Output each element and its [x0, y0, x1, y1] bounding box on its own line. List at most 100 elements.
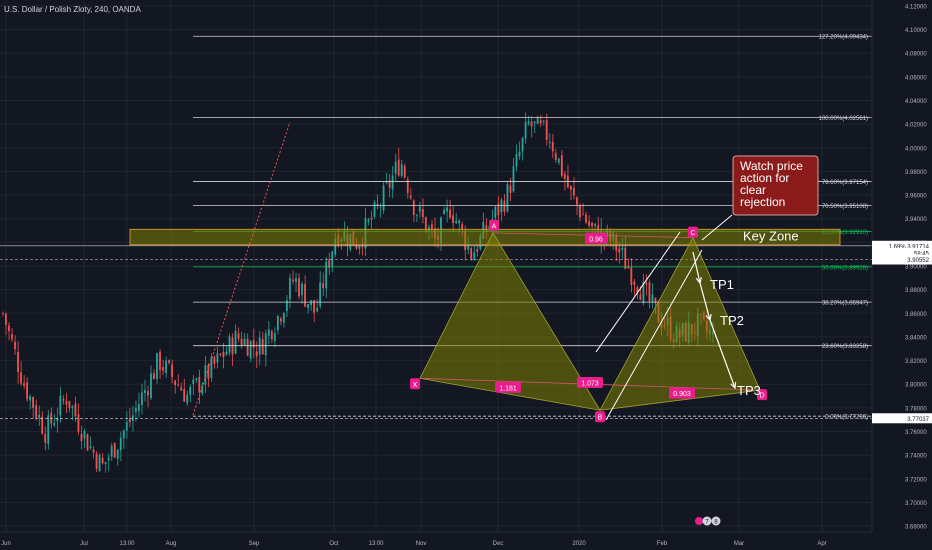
candle-body [153, 373, 155, 380]
candle-body [56, 417, 59, 422]
candle-body [358, 246, 361, 249]
callout-text-line: clear [740, 183, 766, 197]
candle-body [385, 181, 388, 183]
price-tick-label: 4.12000 [905, 4, 927, 10]
key-zone-box [129, 228, 841, 246]
time-tick-label: Aug [166, 541, 177, 547]
candle-body [38, 414, 41, 419]
candle-body [409, 195, 412, 198]
pattern-triangle-bcd [599, 236, 761, 411]
candle-body [83, 431, 86, 439]
fib-level-label: 38.20%(3.86947) [822, 301, 868, 307]
event-icon-pink [695, 517, 703, 525]
candle-body [289, 277, 291, 300]
candle-body [282, 313, 285, 323]
candle-body [518, 151, 521, 157]
channel-lower-line [605, 249, 703, 421]
candle-body [443, 209, 445, 215]
candle-body [174, 380, 177, 385]
fib-level-label: 127.20%(4.09434) [819, 35, 868, 41]
candle-body [276, 315, 279, 330]
point-label-c: C [690, 230, 695, 237]
candle-body [128, 418, 131, 423]
event-icon-7 [702, 516, 712, 526]
candle-body [168, 360, 170, 363]
candle-body [261, 339, 264, 355]
point-label-a-bg [489, 219, 499, 231]
candle-body [582, 214, 584, 216]
point-label-d-bg [757, 389, 767, 401]
time-tick-label: Oct [329, 541, 339, 547]
candle-body [361, 245, 364, 248]
ratio-label-4-bg [669, 387, 695, 399]
candle-body [246, 338, 249, 356]
candle-body [406, 179, 409, 193]
candle-body [59, 395, 62, 416]
time-tick-label: 13:00 [119, 541, 135, 547]
price-badge-text: 3.77037 [907, 417, 929, 423]
candle-body [234, 330, 237, 354]
fib-level-label: 50.00%(3.89928) [822, 265, 868, 271]
time-axis[interactable]: Jun Jul 13:00 Aug Sep Oct 13:00 Nov Dec 2020 Feb Ma… [0, 531, 872, 550]
candle-body [71, 406, 74, 409]
candle-body [192, 379, 195, 384]
candle-body [258, 337, 261, 355]
candle-body [621, 247, 624, 250]
candle-body [252, 340, 255, 348]
candle-body [506, 184, 509, 212]
ratio-label-2-bg [495, 381, 521, 393]
time-tick-label: Apr [817, 541, 826, 547]
price-tick-label: 4.04000 [905, 99, 927, 105]
point-label-x: X [413, 382, 418, 389]
candle-body [476, 249, 479, 252]
candle-body [588, 221, 590, 226]
candle-body [630, 267, 633, 285]
fib-level-label: 61.80%(3.92910) [822, 230, 868, 236]
tp3-label: TP3 [737, 383, 761, 398]
candle-body [89, 446, 92, 449]
candle-body [467, 245, 470, 250]
candle-body [116, 449, 119, 459]
price-tick-label: 4.10000 [905, 28, 927, 34]
time-tick-label: Jul [80, 541, 88, 547]
candle-body [228, 336, 231, 353]
price-tick-label: 3.94000 [905, 217, 927, 223]
price-axis[interactable]: 4.12000 4.10000 4.08000 4.06000 4.04000 4.020… [871, 0, 932, 550]
price-tick-label: 3.96000 [905, 194, 927, 200]
candle-body [213, 356, 216, 364]
candle-body [95, 453, 98, 469]
price-badge-bg [872, 240, 932, 251]
candle-body [421, 209, 424, 218]
candle-body [65, 401, 68, 405]
key-zone-rect[interactable]: Key Zone [129, 228, 841, 246]
candle-body [255, 351, 258, 357]
candle-body [388, 180, 391, 188]
candle-body [186, 394, 189, 404]
candle-body [563, 174, 566, 179]
candle-body [104, 462, 107, 464]
harmonic-pattern[interactable]: X A B C D 0.96 1.181 1.073 0.903 [410, 219, 767, 423]
ratio-label-1: 0.96 [589, 236, 603, 243]
candle-body [328, 259, 331, 268]
price-tick-label: 4.00000 [905, 146, 927, 152]
fib-level-label: 23.60%(3.83258) [822, 344, 868, 350]
candle-body [210, 357, 213, 378]
candle-body [636, 287, 639, 294]
candle-body [319, 282, 322, 306]
candle-body [243, 338, 246, 345]
candle-body [533, 121, 536, 124]
candle-body [20, 372, 22, 384]
price-tick-label: 3.86000 [905, 312, 927, 318]
candle-body [292, 279, 294, 282]
candle-body [645, 283, 648, 285]
price-badge-bg [872, 254, 932, 265]
candle-body [400, 164, 403, 176]
candle-body [216, 353, 219, 363]
candle-body [44, 434, 47, 443]
candle-body [424, 217, 427, 233]
callout-text-line: Watch price [740, 159, 803, 173]
price-tick-label: 3.82000 [905, 359, 927, 365]
price-tick-label: 3.78000 [905, 406, 927, 412]
